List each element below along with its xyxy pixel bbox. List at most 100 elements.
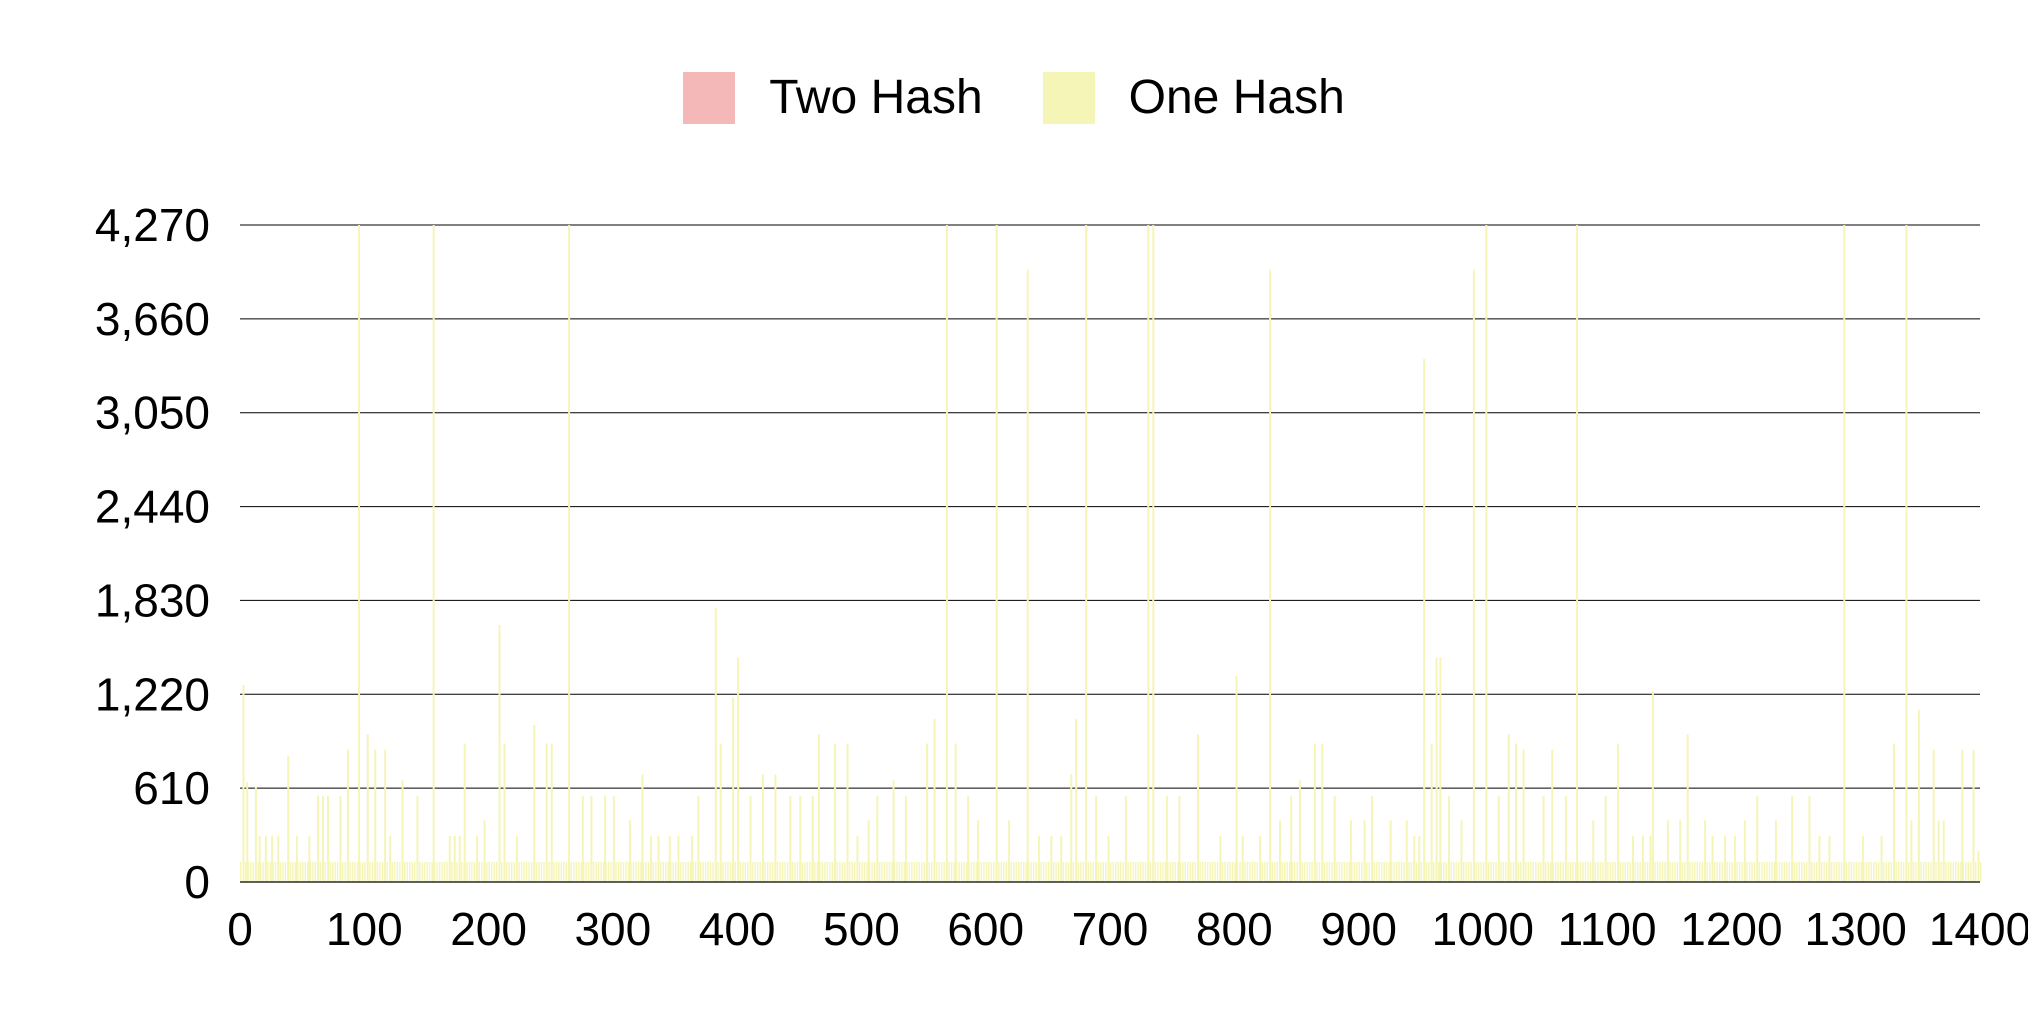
- bar-one-hash: [1254, 861, 1256, 882]
- bar-one-hash: [958, 861, 960, 882]
- bar-one-hash: [1269, 269, 1272, 882]
- bar-one-hash: [1296, 861, 1298, 882]
- bar-one-hash: [1788, 861, 1790, 882]
- bar-one-hash: [1026, 269, 1029, 882]
- bar-one-hash: [1462, 861, 1465, 882]
- legend-swatch-one-hash: [1042, 71, 1095, 124]
- bar-one-hash: [294, 861, 297, 882]
- bar-one-hash: [1602, 861, 1604, 882]
- bar-one-hash: [739, 861, 742, 882]
- bar-one-hash: [346, 749, 349, 882]
- bar-one-hash: [1159, 861, 1162, 882]
- bar-one-hash: [858, 861, 861, 882]
- bar-one-hash: [379, 861, 381, 882]
- bar-one-hash: [1609, 861, 1612, 882]
- bar-one-hash: [1607, 861, 1609, 882]
- bar-one-hash: [1781, 861, 1783, 882]
- bar-one-hash: [381, 861, 384, 882]
- bar-one-hash: [299, 861, 302, 882]
- bar-one-hash: [1823, 861, 1825, 882]
- bar-one-hash: [1224, 861, 1226, 882]
- bar-one-hash: [1348, 861, 1351, 882]
- bar-one-hash: [287, 755, 290, 882]
- bar-one-hash: [1438, 861, 1440, 882]
- bar-one-hash: [916, 861, 918, 882]
- bar-one-hash: [1226, 861, 1229, 882]
- bar-one-hash: [1276, 861, 1278, 882]
- bar-one-hash: [1711, 835, 1714, 882]
- bar-one-hash: [1927, 861, 1930, 882]
- bar-one-hash: [1632, 835, 1634, 882]
- bar-one-hash: [744, 861, 746, 882]
- bar-one-hash: [1940, 861, 1942, 882]
- bar-one-hash: [1418, 835, 1421, 882]
- bar-one-hash: [1937, 820, 1940, 882]
- bar-one-hash: [1375, 861, 1378, 882]
- bar-one-hash: [1448, 795, 1451, 882]
- bar-one-hash: [1142, 861, 1144, 882]
- bar-one-hash: [737, 657, 740, 882]
- bar-one-hash: [322, 795, 325, 882]
- bar-one-hash: [1838, 861, 1840, 882]
- bar-one-hash: [1627, 861, 1629, 882]
- bar-one-hash: [719, 743, 722, 882]
- bar-one-hash: [1124, 795, 1127, 882]
- bar-one-hash: [1100, 861, 1102, 882]
- y-tick-label: 1,220: [95, 668, 210, 720]
- bar-one-hash: [757, 861, 759, 882]
- bar-one-hash: [1828, 835, 1831, 882]
- bar-one-hash: [645, 861, 647, 882]
- bar-one-hash: [1040, 861, 1042, 882]
- bar-one-hash: [1383, 861, 1385, 882]
- bar-one-hash: [904, 795, 907, 882]
- bar-one-hash: [1333, 795, 1336, 882]
- bar-one-hash: [1139, 861, 1142, 882]
- bar-one-hash: [1326, 861, 1328, 882]
- x-tick-label: 200: [450, 903, 527, 955]
- bar-one-hash: [364, 861, 366, 882]
- bar-one-hash: [563, 861, 565, 882]
- bar-one-hash: [418, 861, 421, 882]
- bar-one-hash: [1815, 861, 1818, 882]
- bar-one-hash: [448, 835, 451, 882]
- bar-one-hash: [1793, 861, 1795, 882]
- bar-one-hash: [655, 861, 657, 882]
- bar-one-hash: [1893, 743, 1895, 882]
- bar-one-hash: [491, 861, 493, 882]
- bar-one-hash: [1875, 861, 1877, 882]
- bar-one-hash: [873, 861, 876, 882]
- bar-one-hash: [764, 861, 766, 882]
- bar-one-hash: [1845, 861, 1848, 882]
- bar-one-hash: [1865, 861, 1868, 882]
- bar-one-hash: [931, 861, 933, 882]
- bar-one-hash: [1015, 861, 1017, 882]
- bar-one-hash: [1808, 795, 1811, 882]
- bar-one-hash: [749, 795, 752, 882]
- x-tick-label: 300: [574, 903, 651, 955]
- bar-one-hash: [771, 861, 774, 882]
- bar-one-hash: [540, 861, 543, 882]
- bar-one-hash: [938, 861, 940, 882]
- bar-one-hash: [1206, 861, 1209, 882]
- bar-one-hash: [977, 820, 980, 882]
- bar-one-hash: [1465, 861, 1467, 882]
- bar-one-hash: [1771, 861, 1773, 882]
- bar-one-hash: [525, 861, 528, 882]
- bar-one-hash: [1060, 835, 1063, 882]
- bar-one-hash: [1679, 820, 1682, 882]
- bar-one-hash: [505, 861, 508, 882]
- bar-one-hash: [1634, 861, 1636, 882]
- bar-one-hash: [607, 861, 610, 882]
- bar-one-hash: [1445, 861, 1447, 882]
- bar-one-hash: [443, 861, 446, 882]
- bar-one-hash: [1796, 861, 1798, 882]
- bar-one-hash: [817, 734, 820, 882]
- bar-one-hash: [647, 861, 650, 882]
- bar-one-hash: [1119, 861, 1122, 882]
- bar-one-hash: [1641, 835, 1644, 882]
- bar-one-hash: [1961, 749, 1964, 882]
- bar-one-hash: [1579, 861, 1582, 882]
- bar-one-hash: [1751, 861, 1753, 882]
- bar-one-hash: [1328, 861, 1331, 882]
